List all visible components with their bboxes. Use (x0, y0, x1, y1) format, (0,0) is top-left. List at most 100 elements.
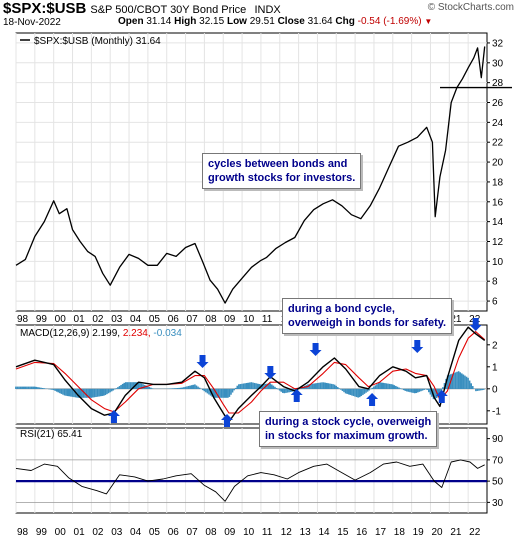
macd-histogram-bar (194, 384, 196, 389)
chg-down-icon: ▼ (424, 17, 433, 26)
up-arrow-icon (221, 414, 234, 427)
macd-histogram-bar (146, 386, 149, 389)
chg-value: -0.54 (-1.69%) (357, 16, 422, 27)
macd-histogram-bar (454, 372, 457, 389)
x-tick-label-bottom: 19 (413, 527, 425, 538)
macd-histogram-bar (26, 386, 28, 389)
macd-histogram-bar (222, 388, 224, 398)
macd-histogram-bar (239, 384, 242, 389)
macd-histogram-bar (434, 388, 436, 400)
macd-histogram-bar (282, 388, 284, 393)
price-panel-ytick-label: 32 (492, 38, 504, 49)
macd-histogram-bar (308, 384, 311, 389)
macd-histogram-bar (335, 385, 337, 389)
rsi-legend: RSI(21) 65.41 (20, 429, 83, 440)
macd-histogram-bar (453, 373, 455, 389)
annotation-bond-cycle: during a bond cycle, overweigh in bonds … (282, 298, 453, 334)
macd-histogram-bar (92, 388, 94, 398)
macd-histogram-bar (283, 388, 286, 394)
macd-histogram-bar (18, 386, 20, 389)
macd-histogram-bar (129, 382, 132, 389)
macd-histogram-bar (462, 374, 465, 389)
macd-histogram-bar (476, 388, 479, 391)
macd-histogram-bar (121, 383, 124, 389)
symbol: $SPX:$USB (3, 0, 87, 17)
macd-histogram-bar (220, 388, 223, 398)
macd-histogram-bar (456, 371, 458, 389)
price-panel-ytick-label: 16 (492, 197, 504, 208)
open-label: Open (118, 16, 144, 27)
macd-histogram-bar (329, 383, 331, 389)
annotation-line: growth stocks for investors. (208, 172, 356, 184)
x-tick-label-bottom: 98 (17, 527, 29, 538)
macd-histogram-bar (267, 383, 270, 389)
annotation-line: during a bond cycle, (288, 303, 395, 315)
macd-histogram-bar (479, 388, 482, 391)
macd-histogram-bar (271, 384, 273, 389)
x-tick-label-bottom: 15 (337, 527, 349, 538)
macd-histogram-bar (410, 388, 413, 393)
macd-histogram-bar (437, 388, 440, 397)
x-tick-label-bottom: 21 (450, 527, 462, 538)
price-panel-ytick-label: 8 (492, 277, 498, 288)
macd-histogram-bar (379, 382, 381, 389)
macd-histogram-bar (125, 382, 127, 389)
close-value: 31.64 (307, 16, 333, 27)
macd-histogram-bar (314, 383, 317, 389)
macd-histogram-bar (55, 388, 58, 392)
price-panel-ytick-label: 12 (492, 237, 504, 248)
x-tick-label-bottom: 13 (300, 527, 312, 538)
macd-histogram-bar (391, 384, 394, 389)
macd-histogram-bar (321, 382, 323, 389)
macd-histogram-bar (401, 388, 403, 390)
x-tick-label-bottom: 14 (318, 527, 330, 538)
macd-histogram-bar (407, 388, 410, 392)
macd-histogram-bar (393, 385, 396, 389)
macd-legend-part: -0.034 (151, 328, 183, 339)
up-arrow-icon (366, 393, 379, 406)
macd-histogram-bar (123, 382, 126, 389)
macd-histogram-bar (366, 388, 369, 392)
macd-histogram-bar (255, 383, 257, 389)
macd-histogram-bar (446, 375, 449, 389)
macd-histogram-bar (464, 375, 466, 389)
macd-histogram-bar (175, 388, 177, 389)
macd-histogram-bar (176, 387, 179, 389)
macd-histogram-bar (142, 384, 144, 389)
macd-histogram-bar (181, 387, 184, 389)
brand-watermark: © StockCharts.com (427, 2, 514, 13)
macd-histogram-bar (73, 388, 75, 398)
macd-histogram-bar (332, 384, 334, 389)
macd-histogram-bar (135, 382, 138, 389)
macd-histogram-bar (236, 385, 239, 389)
macd-histogram-bar (81, 388, 83, 398)
macd-histogram-bar (96, 388, 99, 397)
macd-histogram-bar (380, 382, 383, 389)
macd-histogram-bar (63, 388, 66, 396)
macd-histogram-bar (368, 388, 370, 391)
macd-histogram-bar (179, 387, 182, 389)
macd-histogram-bar (150, 387, 152, 389)
x-tick-label-bottom: 08 (205, 527, 217, 538)
price-panel-ytick-label: 26 (492, 98, 504, 109)
macd-histogram-bar (412, 388, 414, 393)
macd-histogram-bar (387, 383, 389, 389)
macd-histogram-bar (371, 387, 374, 389)
macd-histogram-bar (115, 388, 118, 389)
macd-histogram-bar (278, 388, 281, 391)
macd-histogram-bar (311, 383, 314, 389)
macd-histogram-bar (126, 382, 129, 389)
macd-histogram-bar (459, 372, 462, 389)
annotation-line: during a stock cycle, overweigh (265, 416, 432, 428)
macd-histogram-bar (30, 386, 33, 389)
macd-histogram-bar (357, 388, 359, 398)
macd-histogram-bar (442, 387, 444, 389)
macd-panel-ytick-label: 1 (492, 362, 498, 373)
macd-histogram-bar (217, 388, 220, 398)
price-line (15, 46, 486, 304)
macd-histogram-bar (475, 388, 477, 392)
x-tick-label-bottom: 01 (74, 527, 86, 538)
x-tick-label-bottom: 03 (111, 527, 123, 538)
price-panel-ytick-label: 18 (492, 177, 504, 188)
